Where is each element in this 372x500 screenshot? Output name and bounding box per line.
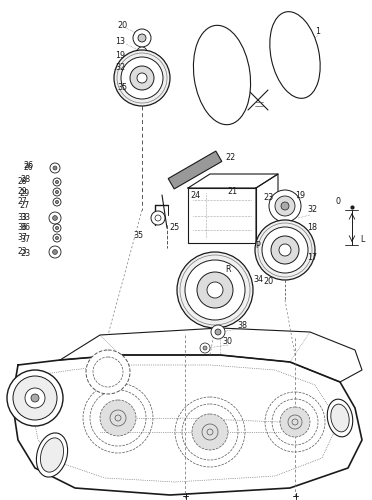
Text: 35: 35 bbox=[133, 230, 143, 239]
Text: 20: 20 bbox=[263, 278, 273, 286]
Text: 36: 36 bbox=[20, 224, 30, 232]
Circle shape bbox=[200, 343, 210, 353]
Circle shape bbox=[55, 226, 59, 230]
Circle shape bbox=[279, 244, 291, 256]
Text: 13: 13 bbox=[115, 38, 125, 46]
Polygon shape bbox=[168, 151, 222, 189]
Text: 26: 26 bbox=[23, 164, 33, 172]
Text: L: L bbox=[360, 236, 364, 244]
Text: 35: 35 bbox=[117, 84, 127, 92]
Ellipse shape bbox=[327, 399, 353, 437]
Circle shape bbox=[53, 178, 61, 186]
Text: 32: 32 bbox=[307, 206, 317, 214]
Text: 27: 27 bbox=[17, 198, 27, 206]
Text: 17: 17 bbox=[307, 254, 317, 262]
Circle shape bbox=[137, 47, 147, 57]
Circle shape bbox=[207, 282, 223, 298]
Circle shape bbox=[55, 200, 59, 203]
Circle shape bbox=[137, 73, 147, 83]
Text: 37: 37 bbox=[20, 236, 30, 244]
Circle shape bbox=[53, 198, 61, 206]
Text: 29: 29 bbox=[17, 188, 27, 196]
Circle shape bbox=[53, 224, 61, 232]
Text: 1: 1 bbox=[315, 28, 321, 36]
Circle shape bbox=[7, 370, 63, 426]
Circle shape bbox=[197, 272, 233, 308]
Circle shape bbox=[280, 407, 310, 437]
Text: 33: 33 bbox=[20, 214, 30, 222]
Text: 0: 0 bbox=[336, 198, 340, 206]
Circle shape bbox=[121, 57, 163, 99]
Ellipse shape bbox=[270, 12, 320, 99]
Circle shape bbox=[100, 400, 136, 436]
Circle shape bbox=[211, 325, 225, 339]
Circle shape bbox=[25, 388, 45, 408]
Text: 20: 20 bbox=[117, 22, 127, 30]
Circle shape bbox=[52, 250, 57, 254]
Circle shape bbox=[185, 260, 245, 320]
Circle shape bbox=[114, 50, 170, 106]
Circle shape bbox=[281, 202, 289, 210]
Text: 30: 30 bbox=[222, 338, 232, 346]
Circle shape bbox=[269, 190, 301, 222]
Ellipse shape bbox=[41, 438, 64, 472]
Text: 21: 21 bbox=[227, 188, 237, 196]
Circle shape bbox=[52, 216, 57, 220]
Circle shape bbox=[53, 166, 57, 170]
Text: 34: 34 bbox=[253, 276, 263, 284]
Circle shape bbox=[49, 246, 61, 258]
Circle shape bbox=[177, 252, 253, 328]
Circle shape bbox=[49, 212, 61, 224]
Circle shape bbox=[31, 394, 39, 402]
Circle shape bbox=[93, 357, 123, 387]
Circle shape bbox=[151, 211, 165, 225]
Circle shape bbox=[130, 66, 154, 90]
Text: 33: 33 bbox=[17, 214, 27, 222]
Text: 19: 19 bbox=[295, 190, 305, 200]
Circle shape bbox=[53, 234, 61, 242]
Ellipse shape bbox=[331, 404, 349, 432]
Text: 28: 28 bbox=[17, 178, 27, 186]
Circle shape bbox=[271, 236, 299, 264]
Text: R: R bbox=[225, 266, 231, 274]
Circle shape bbox=[13, 376, 57, 420]
Circle shape bbox=[55, 190, 59, 194]
Circle shape bbox=[50, 163, 60, 173]
Circle shape bbox=[203, 346, 207, 350]
Circle shape bbox=[86, 350, 130, 394]
Circle shape bbox=[255, 220, 315, 280]
Circle shape bbox=[262, 227, 308, 273]
Text: 26: 26 bbox=[23, 162, 33, 170]
Text: 32: 32 bbox=[115, 64, 125, 72]
Text: 37: 37 bbox=[17, 234, 27, 242]
Text: 25: 25 bbox=[170, 224, 180, 232]
Text: 22: 22 bbox=[225, 154, 235, 162]
Text: 23: 23 bbox=[17, 248, 27, 256]
Circle shape bbox=[138, 34, 146, 42]
Text: 19: 19 bbox=[115, 50, 125, 59]
Circle shape bbox=[55, 180, 59, 184]
Text: 27: 27 bbox=[20, 200, 30, 209]
Text: 36: 36 bbox=[17, 224, 27, 232]
Text: 18: 18 bbox=[307, 224, 317, 232]
Ellipse shape bbox=[193, 26, 251, 124]
Circle shape bbox=[192, 414, 228, 450]
Text: 38: 38 bbox=[237, 320, 247, 330]
Text: P: P bbox=[256, 240, 260, 250]
Circle shape bbox=[215, 329, 221, 335]
Ellipse shape bbox=[36, 433, 68, 477]
Text: 24: 24 bbox=[190, 190, 200, 200]
Text: 23: 23 bbox=[20, 248, 30, 258]
Text: 29: 29 bbox=[20, 188, 30, 198]
Circle shape bbox=[133, 29, 151, 47]
Circle shape bbox=[275, 196, 295, 216]
Text: 23: 23 bbox=[263, 192, 273, 202]
Circle shape bbox=[55, 236, 59, 240]
Circle shape bbox=[53, 188, 61, 196]
Text: 28: 28 bbox=[20, 176, 30, 184]
